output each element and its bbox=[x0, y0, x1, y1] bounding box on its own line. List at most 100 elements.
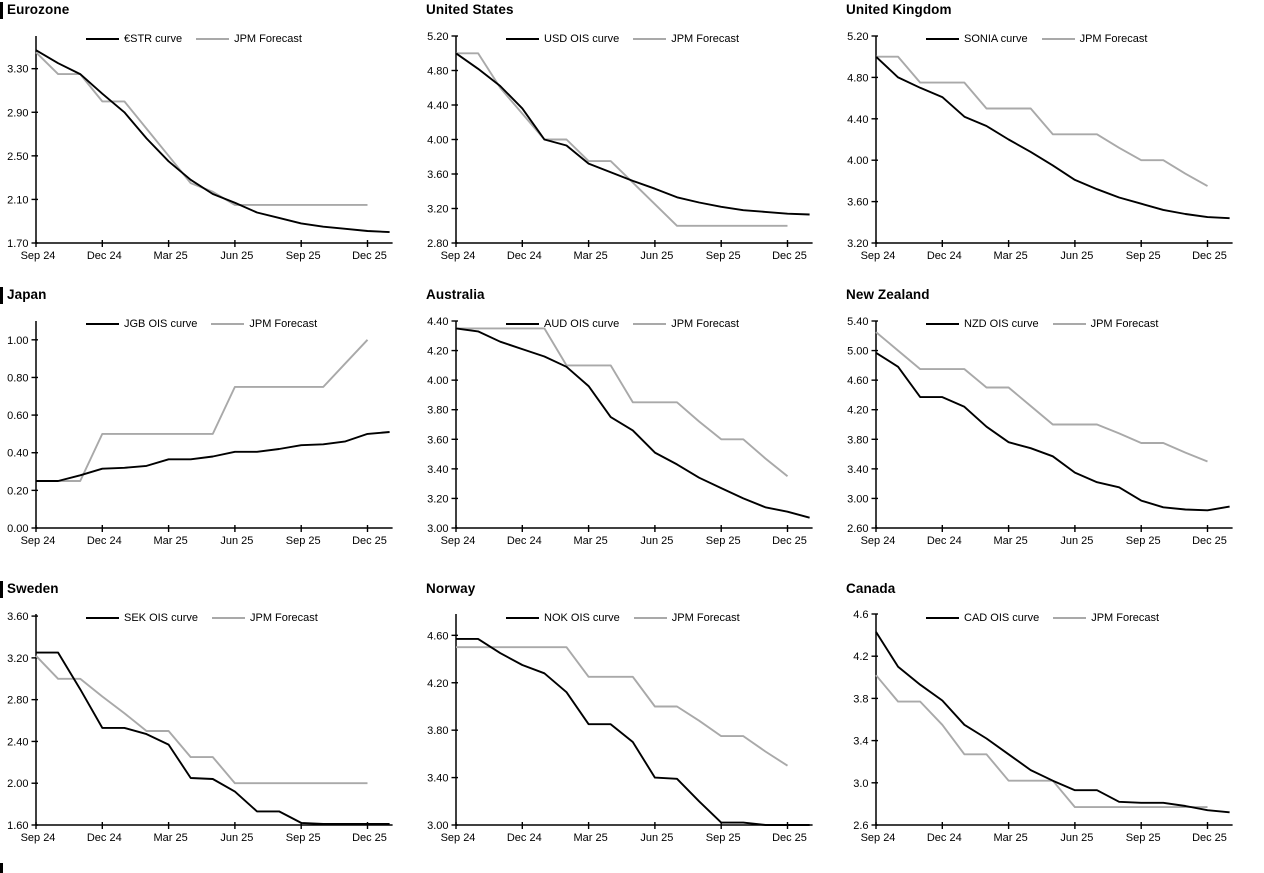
forecast-series-line bbox=[35, 51, 368, 206]
x-tick-label: Sep 25 bbox=[1126, 250, 1161, 262]
y-tick-label: 3.8 bbox=[853, 693, 868, 705]
chart-cell: United Kingdom 3.20 3.60 4.00 4.40 4.80 5.20 Se… bbox=[840, 0, 1264, 285]
x-tick-label: Jun 25 bbox=[640, 250, 673, 262]
market-line-swatch bbox=[86, 38, 119, 40]
chart-plot: 2.60 3.00 3.40 3.80 4.20 4.60 5.00 5.40 Sep 24 De… bbox=[847, 316, 1233, 547]
legend-item-forecast: JPM Forecast bbox=[1041, 33, 1147, 45]
market-series-line bbox=[455, 52, 810, 216]
x-tick-label: Dec 24 bbox=[87, 535, 122, 547]
x-tick-label: Mar 25 bbox=[993, 832, 1027, 844]
x-tick-label: Dec 25 bbox=[352, 535, 387, 547]
legend-label: SEK OIS curve bbox=[124, 612, 198, 624]
chart-cell: Japan 0.00 0.20 0.40 0.60 0.80 1.00 Sep 24 Dec 2… bbox=[0, 285, 420, 570]
x-tick-label: Sep 24 bbox=[21, 832, 56, 844]
y-tick-label: 3.20 bbox=[427, 204, 448, 216]
forecast-line-swatch bbox=[196, 38, 230, 40]
legend-item-forecast: JPM Forecast bbox=[633, 612, 740, 624]
x-tick-label: Dec 24 bbox=[507, 250, 542, 262]
chart-title: Japan bbox=[7, 287, 47, 302]
y-tick-label: 4.00 bbox=[427, 135, 448, 147]
y-tick-label: 4.20 bbox=[427, 346, 448, 358]
chart-title: United Kingdom bbox=[846, 2, 952, 17]
y-tick-label: 5.40 bbox=[847, 316, 868, 328]
market-series-line bbox=[456, 637, 810, 826]
market-line-swatch bbox=[926, 617, 959, 619]
legend-item-market: NOK OIS curve bbox=[506, 612, 620, 624]
y-tick-label: 2.40 bbox=[7, 736, 28, 748]
x-tick-label: Dec 24 bbox=[927, 535, 962, 547]
legend-label: JPM Forecast bbox=[671, 318, 740, 330]
chart-legend: NZD OIS curve JPM Forecast bbox=[926, 318, 1172, 330]
legend-label: JPM Forecast bbox=[671, 612, 740, 624]
y-tick-label: 3.20 bbox=[847, 238, 868, 250]
y-tick-label: 3.0 bbox=[853, 778, 868, 790]
y-tick-label: 0.80 bbox=[7, 372, 28, 384]
x-tick-label: Sep 24 bbox=[21, 250, 56, 262]
x-tick-label: Sep 24 bbox=[21, 535, 56, 547]
x-tick-label: Mar 25 bbox=[573, 535, 607, 547]
market-series-line bbox=[36, 651, 390, 825]
x-tick-label: Sep 25 bbox=[706, 832, 741, 844]
legend-label: USD OIS curve bbox=[544, 33, 620, 45]
chart-title: Australia bbox=[426, 287, 485, 302]
legend-item-forecast: JPM Forecast bbox=[633, 318, 739, 330]
x-tick-label: Jun 25 bbox=[220, 535, 253, 547]
chart-legend: AUD OIS curve JPM Forecast bbox=[506, 318, 753, 330]
x-tick-label: Dec 25 bbox=[1192, 832, 1227, 844]
x-tick-label: Dec 24 bbox=[507, 832, 542, 844]
x-tick-label: Mar 25 bbox=[153, 250, 187, 262]
legend-item-forecast: JPM Forecast bbox=[633, 33, 739, 45]
x-tick-label: Dec 24 bbox=[927, 250, 962, 262]
x-tick-label: Dec 24 bbox=[507, 535, 542, 547]
x-tick-label: Dec 25 bbox=[772, 535, 807, 547]
x-tick-label: Dec 24 bbox=[927, 832, 962, 844]
chart-plot: 1.60 2.00 2.40 2.80 3.20 3.60 Sep 24 Dec 24 Mar … bbox=[7, 611, 393, 844]
x-tick-label: Sep 25 bbox=[286, 832, 321, 844]
x-tick-label: Sep 24 bbox=[861, 250, 896, 262]
forecast-series-line bbox=[35, 655, 368, 785]
x-tick-label: Sep 25 bbox=[706, 250, 741, 262]
forecast-series-line bbox=[456, 327, 789, 478]
y-tick-label: 1.70 bbox=[7, 238, 28, 250]
market-series-line bbox=[875, 351, 1230, 512]
chart-cell: Norway 3.00 3.40 3.80 4.20 4.60 Sep 24 Dec 24 Ma… bbox=[420, 570, 840, 873]
x-tick-label: Jun 25 bbox=[640, 535, 673, 547]
section-marker-bar bbox=[0, 2, 3, 19]
y-tick-label: 4.60 bbox=[847, 375, 868, 387]
x-tick-label: Mar 25 bbox=[153, 535, 187, 547]
y-tick-label: 3.4 bbox=[853, 736, 868, 748]
section-marker-bar-stub bbox=[0, 863, 3, 873]
legend-label: JPM Forecast bbox=[1090, 318, 1159, 330]
forecast-series-line bbox=[876, 55, 1208, 187]
chart-plot: 3.00 3.20 3.40 3.60 3.80 4.00 4.20 4.40 Sep 24 De… bbox=[427, 316, 813, 547]
market-series-line bbox=[35, 49, 390, 234]
chart-legend: NOK OIS curve JPM Forecast bbox=[506, 612, 754, 624]
market-line-swatch bbox=[506, 617, 539, 619]
x-tick-label: Jun 25 bbox=[220, 832, 253, 844]
y-tick-label: 2.10 bbox=[7, 194, 28, 206]
legend-item-market: AUD OIS curve bbox=[506, 318, 619, 330]
market-series-line bbox=[875, 631, 1230, 814]
x-tick-label: Sep 25 bbox=[1126, 535, 1161, 547]
y-tick-label: 3.40 bbox=[427, 773, 448, 785]
forecast-line-swatch bbox=[211, 617, 245, 619]
forecast-series-line bbox=[456, 52, 788, 227]
y-tick-label: 3.30 bbox=[7, 64, 28, 76]
y-tick-label: 4.2 bbox=[853, 651, 868, 663]
legend-item-market: CAD OIS curve bbox=[926, 612, 1039, 624]
y-tick-label: 4.80 bbox=[427, 66, 448, 78]
x-tick-label: Sep 24 bbox=[441, 250, 476, 262]
x-tick-label: Jun 25 bbox=[1060, 832, 1093, 844]
legend-item-market: JGB OIS curve bbox=[86, 318, 197, 330]
x-tick-label: Mar 25 bbox=[993, 250, 1027, 262]
forecast-series-line bbox=[36, 339, 369, 482]
legend-item-market: USD OIS curve bbox=[506, 33, 619, 45]
market-line-swatch bbox=[926, 323, 959, 325]
x-tick-label: Jun 25 bbox=[1060, 535, 1093, 547]
forecast-series-line bbox=[456, 646, 789, 767]
x-tick-label: Dec 25 bbox=[1192, 250, 1227, 262]
y-tick-label: 3.60 bbox=[847, 197, 868, 209]
chart-legend: USD OIS curve JPM Forecast bbox=[506, 33, 753, 45]
y-tick-label: 4.00 bbox=[847, 155, 868, 167]
legend-item-market: SONIA curve bbox=[926, 33, 1028, 45]
